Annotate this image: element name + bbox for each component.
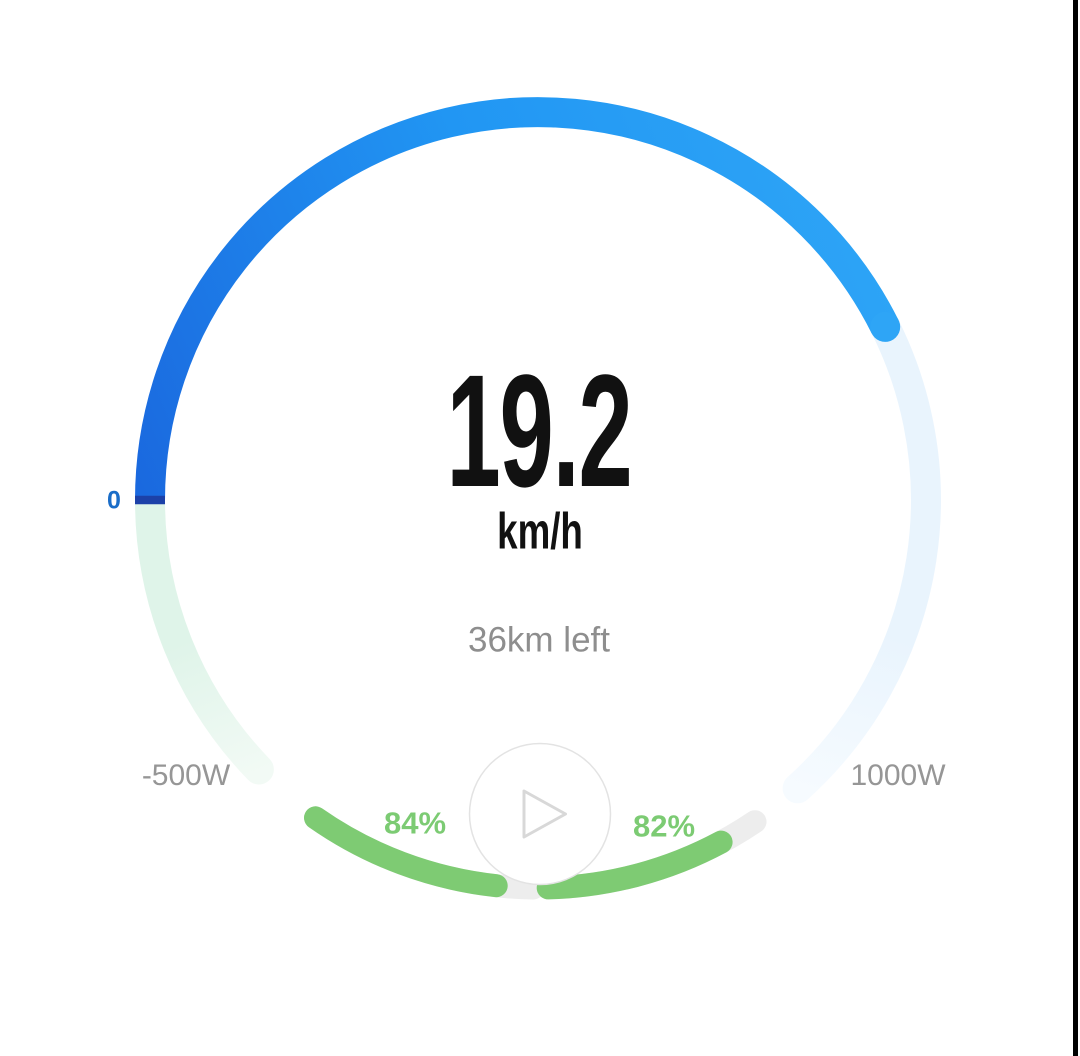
play-button[interactable]	[468, 742, 612, 886]
speed-unit: km/h	[497, 502, 583, 560]
battery-right-percent: 82%	[632, 808, 696, 844]
zero-marker-tick	[135, 495, 165, 505]
regen-track-arc	[135, 485, 274, 785]
battery-right-fill-arc	[536, 830, 733, 900]
play-button-circle[interactable]	[468, 742, 612, 886]
power-min-label: -500W	[141, 759, 231, 792]
speed-value: 19.2	[446, 341, 632, 520]
power-max-label: 1000W	[850, 759, 946, 792]
screen-edge-bar	[1073, 0, 1078, 1056]
power-zero-label: 0	[107, 486, 121, 515]
battery-left-fill-arc	[304, 806, 508, 898]
play-icon	[522, 789, 567, 839]
power-fill-arc	[135, 97, 899, 501]
power-track-arc	[782, 288, 941, 804]
range-remaining: 36km left	[468, 620, 610, 660]
power-fill-end-cap	[870, 311, 901, 342]
battery-left-percent: 84%	[383, 805, 447, 841]
